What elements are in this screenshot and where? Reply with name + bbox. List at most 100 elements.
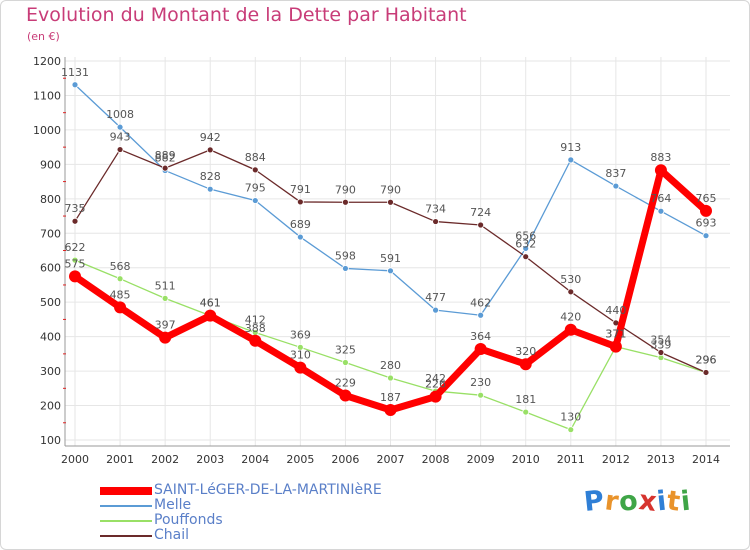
data-point [432,306,439,314]
y-tick-label: 900 [40,158,61,171]
data-label: 942 [200,131,221,144]
data-point [429,390,442,403]
x-tick-label: 2002 [151,453,179,466]
data-label: 575 [65,257,86,270]
data-point [384,404,397,417]
data-label: 388 [245,322,266,335]
data-label: 795 [245,182,266,195]
chart-title: Evolution du Montant de la Dette par Hab… [26,4,467,26]
data-label: 693 [696,217,717,230]
x-tick-label: 2009 [467,453,495,466]
data-point [204,309,217,322]
data-point [657,207,665,215]
data-point [564,323,577,336]
legend-label: Chail [154,527,190,543]
logo-letter: i [679,485,694,518]
legend-label: SAINT-LéGER-DE-LA-MARTINIèRE [154,482,382,498]
data-label: 412 [245,314,266,327]
data-label: 765 [696,192,717,205]
y-tick-label: 700 [40,227,61,240]
data-point [522,253,530,261]
y-tick-label: 1200 [33,55,61,68]
data-point [296,198,304,206]
data-label: 689 [290,218,311,231]
data-label: 598 [335,249,356,262]
x-tick-label: 2005 [286,453,314,466]
data-point [71,217,79,225]
data-point [296,343,304,351]
proxiti-logo: Proxiti [582,485,694,518]
data-label: 790 [380,183,401,196]
data-label: 420 [560,311,581,324]
x-tick-label: 2011 [557,453,585,466]
data-point [251,197,259,204]
data-point [702,369,710,376]
data-point [567,288,575,296]
x-tick-label: 2008 [422,453,450,466]
data-label: 325 [335,343,356,356]
x-tick-label: 2001 [106,453,134,466]
data-label: 913 [560,141,581,154]
data-label: 229 [335,377,356,390]
data-label: 1008 [106,108,134,121]
data-point [342,198,349,206]
data-point [654,164,667,177]
data-point [71,256,79,264]
legend-swatch [100,487,152,495]
data-label: 369 [290,328,311,341]
data-label: 130 [560,411,581,424]
data-point [294,361,307,374]
line-chart: 100 200 300 400 500 600 700 800 900 1000 1100 1200 2… [33,55,730,466]
data-label: 511 [155,279,176,292]
legend-swatch [100,535,152,537]
data-label: 883 [650,151,671,164]
x-tick-label: 2000 [61,453,89,466]
data-point [296,233,304,241]
data-label: 724 [470,206,491,219]
data-point [206,185,214,193]
data-label: 280 [380,359,401,372]
data-label: 397 [155,319,176,332]
y-tick-label: 600 [40,262,61,275]
data-label: 568 [110,260,131,273]
data-label: 828 [200,170,221,183]
data-point [161,294,169,302]
data-label: 791 [290,183,311,196]
x-tick-label: 2014 [692,453,720,466]
data-label: 461 [200,297,221,310]
data-point [116,275,124,283]
y-tick-label: 100 [40,434,61,447]
data-label: 320 [515,345,536,358]
data-label: 354 [650,333,671,346]
data-label: 296 [696,353,717,366]
data-point [567,156,575,164]
data-label: 943 [110,131,131,144]
y-tick-label: 200 [40,400,61,413]
data-point [387,267,394,275]
data-label: 440 [605,304,626,317]
data-label: 790 [335,183,356,196]
x-tick-label: 2004 [241,453,269,466]
data-point [519,358,532,371]
data-label: 181 [515,393,536,406]
x-tick-label: 2003 [196,453,224,466]
data-point [342,359,349,366]
y-tick-label: 400 [40,331,61,344]
data-label: 477 [425,291,446,304]
legend-label: Pouffonds [154,512,223,528]
data-label: 530 [560,273,581,286]
data-label: 364 [470,330,491,343]
data-point [477,311,485,319]
y-tick-label: 1000 [33,124,61,137]
data-label: 296 [696,353,717,366]
data-label: 882 [155,152,176,165]
x-tick-label: 2010 [512,453,540,466]
data-point [161,164,169,172]
data-point [612,182,620,190]
data-label: 632 [515,238,536,251]
data-point [609,340,622,353]
data-point [522,408,530,416]
data-point [702,232,710,240]
x-tick-label: 2007 [377,453,405,466]
x-tick-label: 2013 [647,453,675,466]
